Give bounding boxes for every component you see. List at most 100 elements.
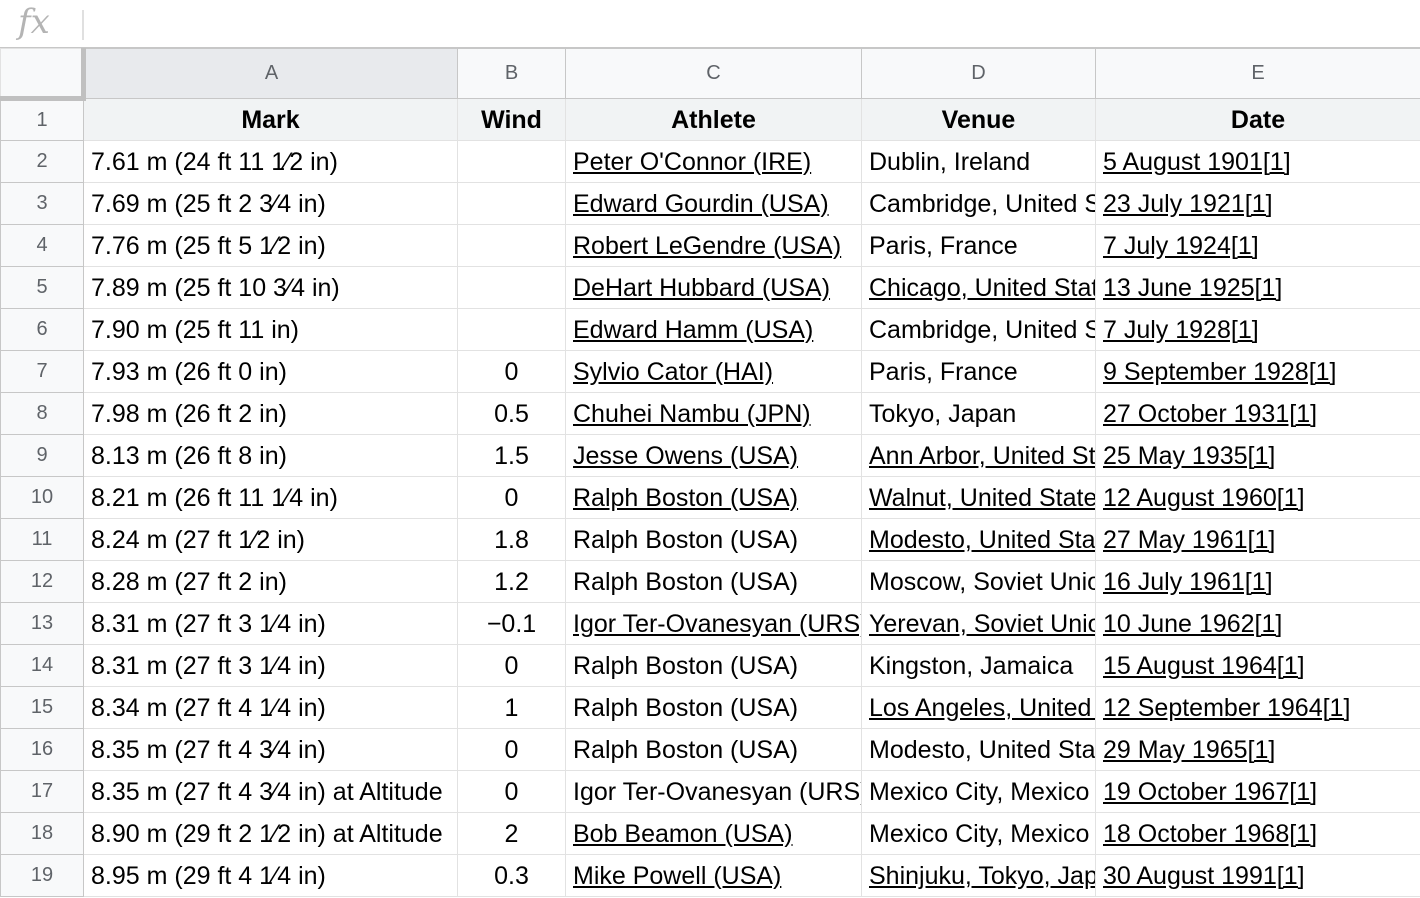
cell-wind[interactable]: 0 [457,728,566,771]
cell-athlete-link[interactable]: Jesse Owens (USA) [573,441,799,470]
column-header-a[interactable]: A [83,48,458,99]
cell-date[interactable]: 7 July 1924[1] [1095,224,1420,267]
cell-date[interactable]: 18 October 1968[1] [1095,812,1420,855]
cell-athlete-link[interactable]: Robert LeGendre (USA) [573,231,842,260]
column-header-b[interactable]: B [457,48,566,99]
cell-mark[interactable]: 8.35 m (27 ft 4 3⁄4 in) [83,728,458,771]
cell-mark[interactable]: 8.35 m (27 ft 4 3⁄4 in) at Altitude [83,770,458,813]
cell-date-link[interactable]: 12 September 1964[1] [1103,693,1351,722]
cell-date-link[interactable]: 10 June 1962[1] [1103,609,1283,638]
cell-venue-link[interactable]: Shinjuku, Tokyo, Japan [869,861,1095,890]
cell-wind[interactable] [457,266,566,309]
cell-athlete-link[interactable]: Chuhei Nambu (JPN) [573,399,811,428]
cell-date[interactable]: 16 July 1961[1] [1095,560,1420,603]
cell-athlete-link[interactable]: DeHart Hubbard (USA) [573,273,831,302]
row-header[interactable]: 16 [0,728,84,771]
cell-athlete[interactable]: Jesse Owens (USA) [565,434,862,477]
cell-athlete[interactable]: Chuhei Nambu (JPN) [565,392,862,435]
cell-athlete-link[interactable]: Ralph Boston (USA) [573,483,799,512]
cell-athlete-link[interactable]: Peter O'Connor (IRE) [573,147,812,176]
cell-date[interactable]: 25 May 1935[1] [1095,434,1420,477]
cell-mark[interactable]: 7.61 m (24 ft 11 1⁄2 in) [83,140,458,183]
cell-venue[interactable]: Tokyo, Japan [861,392,1096,435]
cell-venue[interactable]: Shinjuku, Tokyo, Japan [861,854,1096,897]
cell-venue[interactable]: Modesto, United States [861,728,1096,771]
cell-venue[interactable]: Moscow, Soviet Union [861,560,1096,603]
cell-venue[interactable]: Dublin, Ireland [861,140,1096,183]
row-header[interactable]: 4 [0,224,84,267]
cell-wind[interactable]: 1.5 [457,434,566,477]
cell-athlete-link[interactable]: Edward Gourdin (USA) [573,189,829,218]
cell-date[interactable]: 7 July 1928[1] [1095,308,1420,351]
cell-athlete[interactable]: Ralph Boston (USA) [565,644,862,687]
cell-date-link[interactable]: 19 October 1967[1] [1103,777,1318,806]
cell-date-link[interactable]: 12 August 1960[1] [1103,483,1305,512]
cell-date[interactable]: 15 August 1964[1] [1095,644,1420,687]
cell-date-link[interactable]: 16 July 1961[1] [1103,567,1273,596]
cell-venue[interactable]: Cambridge, United States [861,308,1096,351]
cell-date-link[interactable]: 18 October 1968[1] [1103,819,1318,848]
cell-athlete[interactable]: Edward Hamm (USA) [565,308,862,351]
row-header[interactable]: 3 [0,182,84,225]
cell-venue[interactable]: Mexico City, Mexico [861,812,1096,855]
cell-venue[interactable]: Mexico City, Mexico [861,770,1096,813]
cell-athlete-link[interactable]: Bob Beamon (USA) [573,819,793,848]
cell-athlete[interactable]: Robert LeGendre (USA) [565,224,862,267]
cell-venue[interactable]: Chicago, United States [861,266,1096,309]
cell-athlete-link[interactable]: Edward Hamm (USA) [573,315,814,344]
column-header-c[interactable]: C [565,48,862,99]
cell-mark[interactable]: 7.98 m (26 ft 2 in) [83,392,458,435]
cell-date[interactable]: 23 July 1921[1] [1095,182,1420,225]
cell-wind[interactable]: 0.3 [457,854,566,897]
cell-athlete[interactable]: Edward Gourdin (USA) [565,182,862,225]
cell-athlete[interactable]: Athlete [565,98,862,141]
cell-date[interactable]: 12 September 1964[1] [1095,686,1420,729]
cell-athlete[interactable]: Mike Powell (USA) [565,854,862,897]
cell-wind[interactable]: Wind [457,98,566,141]
row-header[interactable]: 15 [0,686,84,729]
cell-date[interactable]: 13 June 1925[1] [1095,266,1420,309]
cell-venue[interactable]: Modesto, United States [861,518,1096,561]
cell-wind[interactable]: −0.1 [457,602,566,645]
cell-wind[interactable] [457,182,566,225]
cell-mark[interactable]: 8.34 m (27 ft 4 1⁄4 in) [83,686,458,729]
cell-mark[interactable]: 8.28 m (27 ft 2 in) [83,560,458,603]
cell-date-link[interactable]: 23 July 1921[1] [1103,189,1273,218]
cell-date-link[interactable]: 9 September 1928[1] [1103,357,1337,386]
cell-date[interactable]: 27 October 1931[1] [1095,392,1420,435]
row-header[interactable]: 12 [0,560,84,603]
row-header[interactable]: 18 [0,812,84,855]
cell-mark[interactable]: 8.13 m (26 ft 8 in) [83,434,458,477]
cell-date[interactable]: 5 August 1901[1] [1095,140,1420,183]
cell-wind[interactable]: 1 [457,686,566,729]
cell-date-link[interactable]: 29 May 1965[1] [1103,735,1276,764]
cell-wind[interactable]: 0.5 [457,392,566,435]
cell-athlete[interactable]: Igor Ter-Ovanesyan (URS) [565,602,862,645]
cell-mark[interactable]: 8.95 m (29 ft 4 1⁄4 in) [83,854,458,897]
cell-date[interactable]: 30 August 1991[1] [1095,854,1420,897]
cell-athlete[interactable]: Bob Beamon (USA) [565,812,862,855]
cell-date-link[interactable]: 15 August 1964[1] [1103,651,1305,680]
cell-athlete[interactable]: Ralph Boston (USA) [565,560,862,603]
cell-athlete[interactable]: Ralph Boston (USA) [565,686,862,729]
cell-athlete[interactable]: Ralph Boston (USA) [565,728,862,771]
cell-venue-link[interactable]: Walnut, United States [869,483,1096,512]
cell-venue[interactable]: Walnut, United States [861,476,1096,519]
row-header[interactable]: 14 [0,644,84,687]
cell-date-link[interactable]: 27 May 1961[1] [1103,525,1276,554]
cell-venue[interactable]: Cambridge, United States [861,182,1096,225]
cell-wind[interactable] [457,308,566,351]
cell-date[interactable]: 27 May 1961[1] [1095,518,1420,561]
cell-venue-link[interactable]: Yerevan, Soviet Union [869,609,1096,638]
cell-mark[interactable]: 8.31 m (27 ft 3 1⁄4 in) [83,644,458,687]
cell-wind[interactable]: 0 [457,476,566,519]
cell-venue[interactable]: Venue [861,98,1096,141]
cell-venue[interactable]: Yerevan, Soviet Union [861,602,1096,645]
cell-wind[interactable]: 1.8 [457,518,566,561]
cell-date[interactable]: Date [1095,98,1420,141]
cell-mark[interactable]: 8.31 m (27 ft 3 1⁄4 in) [83,602,458,645]
cell-mark[interactable]: 7.76 m (25 ft 5 1⁄2 in) [83,224,458,267]
formula-input[interactable] [96,8,1410,40]
row-header[interactable]: 1 [0,98,84,141]
cell-date[interactable]: 12 August 1960[1] [1095,476,1420,519]
